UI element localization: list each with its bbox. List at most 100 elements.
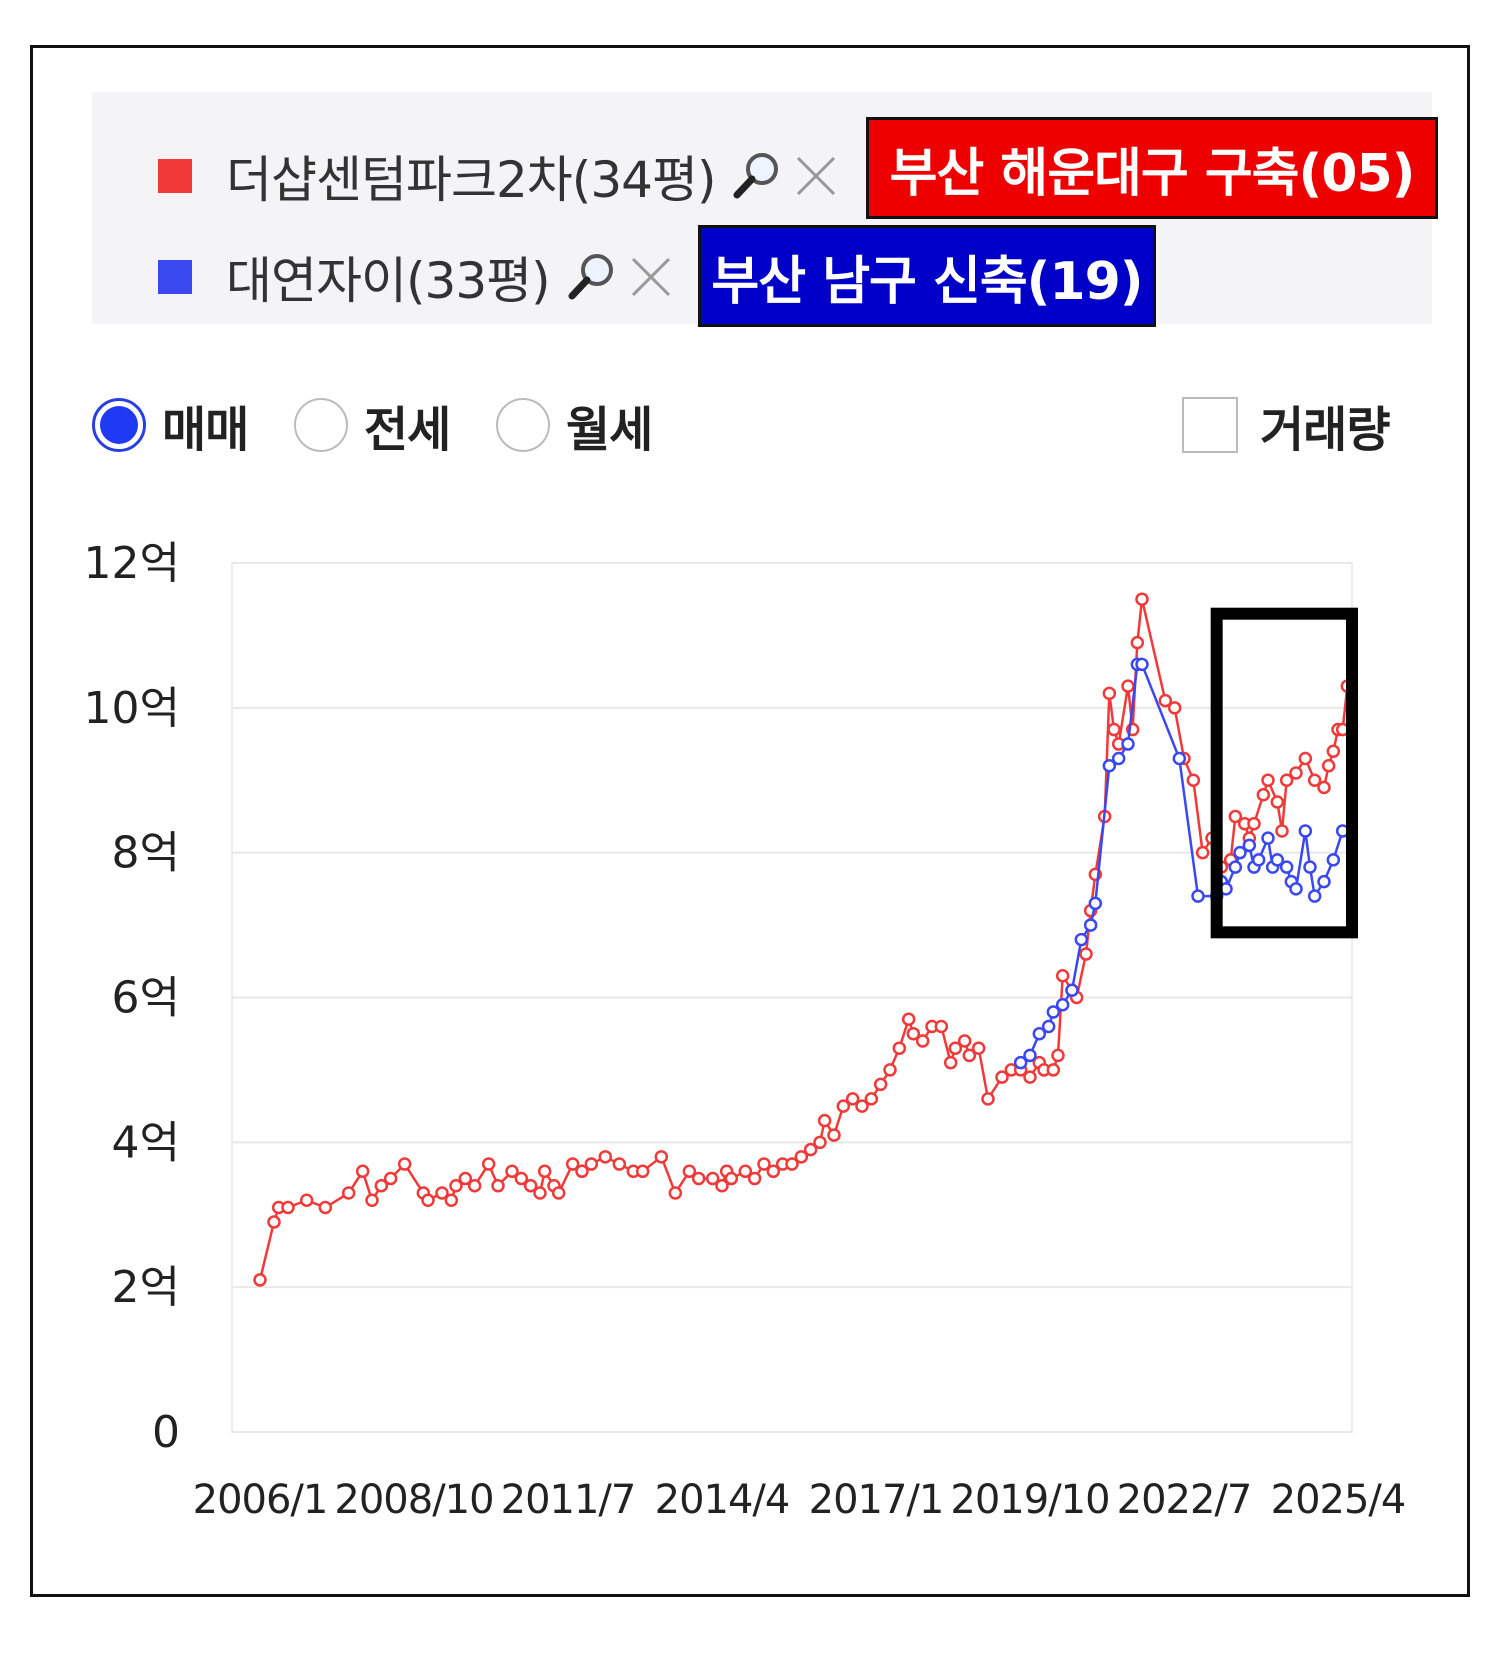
magnifier-icon[interactable] [729,149,783,203]
data-point-1 [817,1113,832,1128]
close-icon[interactable] [628,254,674,300]
data-point-1 [738,1164,753,1179]
data-point-1 [612,1157,627,1171]
data-point-1 [514,1171,529,1186]
data-point-2 [1135,657,1149,672]
data-point-1 [1279,773,1294,787]
data-point-1 [813,1135,827,1150]
data-point-2 [1013,1055,1028,1070]
radio-unselected[interactable] [496,398,550,452]
data-point-1 [1256,787,1271,802]
radio-unselected[interactable] [294,398,348,452]
volume-label: 거래량 [1260,402,1390,458]
data-point-1 [1298,751,1313,766]
data-point-2 [1298,824,1313,838]
data-point-1 [654,1150,669,1164]
radio-label: 매매 [162,402,249,458]
data-point-1 [855,1099,869,1113]
data-point-2 [1191,889,1205,903]
y-tick-label: 2억 [112,1262,180,1313]
data-point-1 [598,1150,613,1164]
data-point-1 [1247,816,1261,831]
data-point-2 [1228,860,1243,874]
data-point-2 [1307,889,1322,903]
data-point-1 [934,1019,949,1034]
close-icon[interactable] [793,153,839,199]
data-point-2 [1041,1019,1056,1034]
data-point-1 [845,1092,860,1106]
x-tick-label: 2025/4 [1271,1477,1406,1523]
data-point-2 [1102,759,1117,773]
data-point-1 [1307,773,1322,787]
volume-toggle[interactable]: 거래량 [1182,385,1390,465]
data-point-2 [1326,853,1341,867]
data-point-1 [1158,693,1173,708]
data-point-1 [1046,1063,1061,1077]
data-point-2 [1111,751,1126,766]
data-point-1 [551,1186,566,1200]
data-point-1 [1102,686,1117,701]
data-point-2 [1172,751,1187,766]
data-point-2 [1032,1026,1047,1041]
data-point-1 [995,1070,1009,1084]
data-point-2 [1279,860,1294,874]
magnifier-icon[interactable] [564,250,618,304]
data-point-1 [948,1041,963,1055]
y-tick-label: 6억 [112,973,180,1024]
data-point-1 [1051,1048,1065,1063]
radio-selected[interactable] [92,398,146,452]
legend-swatch-red [158,159,192,193]
x-tick-label: 2014/4 [655,1477,790,1523]
data-point-1 [668,1186,683,1200]
data-point-1 [691,1171,706,1186]
y-tick-label: 12억 [84,538,180,589]
data-point-1 [481,1157,496,1171]
data-point-2 [1289,882,1303,896]
data-point-1 [1270,795,1285,809]
data-point-1 [836,1099,851,1113]
data-point-1 [883,1063,897,1077]
data-point-1 [747,1171,762,1186]
data-point-1 [1321,759,1336,773]
data-point-1 [901,1012,916,1026]
tag-haeundae-old: 부산 해운대구 구축(05) [866,117,1438,219]
data-point-1 [1195,845,1210,860]
radio-option-monthly[interactable]: 월세 [496,385,653,465]
series-line-1 [258,597,1349,1281]
x-tick-label: 2017/1 [809,1477,944,1523]
data-point-1 [435,1186,449,1200]
data-point-1 [1023,1070,1037,1084]
data-point-1 [467,1179,482,1193]
volume-checkbox[interactable] [1182,397,1238,453]
radio-label: 전세 [364,402,451,458]
data-point-1 [766,1164,781,1179]
radio-option-jeonse[interactable]: 전세 [294,385,451,465]
data-point-1 [299,1193,314,1208]
data-point-1 [943,1055,958,1070]
data-point-2 [1242,838,1257,853]
x-tick-label: 2008/10 [334,1477,493,1523]
legend-item-1[interactable]: 더샵센텀파크2차(34평) [158,136,839,216]
data-point-2 [1270,853,1285,867]
data-point-1 [724,1171,739,1186]
data-point-1 [803,1142,818,1157]
radio-option-sale[interactable]: 매매 [92,385,249,465]
data-point-1 [1167,701,1182,715]
legend-item-2[interactable]: 대연자이(33평) [158,237,674,317]
data-point-1 [1107,722,1121,737]
data-point-2 [1317,874,1331,889]
data-point-1 [523,1179,538,1193]
tag-namgu-new: 부산 남구 신축(19) [698,225,1156,327]
data-point-1 [705,1171,720,1186]
data-point-1 [794,1150,809,1164]
data-point-1 [537,1164,552,1179]
legend-label: 더샵센텀파크2차(34평) [226,151,716,209]
data-point-1 [1135,592,1149,606]
legend-swatch-blue [158,260,192,294]
data-point-1 [267,1215,281,1229]
data-point-1 [355,1164,370,1179]
data-point-1 [383,1171,398,1186]
data-point-2 [1083,918,1098,932]
x-tick-label: 2006/1 [193,1477,328,1523]
data-point-2 [1074,932,1089,947]
